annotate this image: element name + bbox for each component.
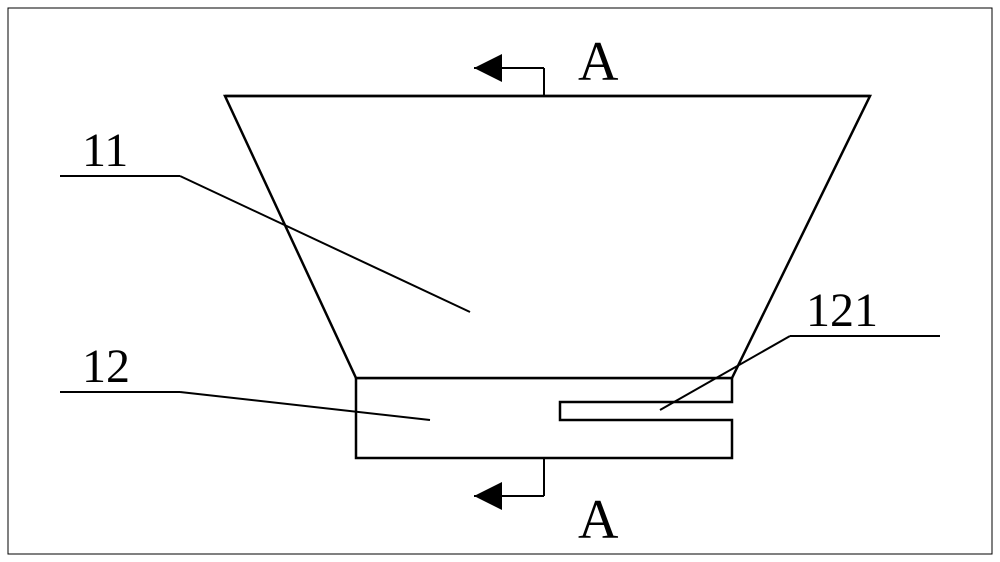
section-marker-top: A <box>474 31 619 96</box>
section-marker-bottom: A <box>474 458 619 551</box>
section-label-a-top: A <box>578 31 619 93</box>
label-12-text: 12 <box>82 340 130 393</box>
label-11-text: 11 <box>82 124 128 177</box>
diagram-canvas: A A 11 12 121 <box>0 0 1000 562</box>
label-121-text: 121 <box>806 284 878 337</box>
cone-body <box>225 96 870 378</box>
section-label-a-bottom: A <box>578 489 619 551</box>
